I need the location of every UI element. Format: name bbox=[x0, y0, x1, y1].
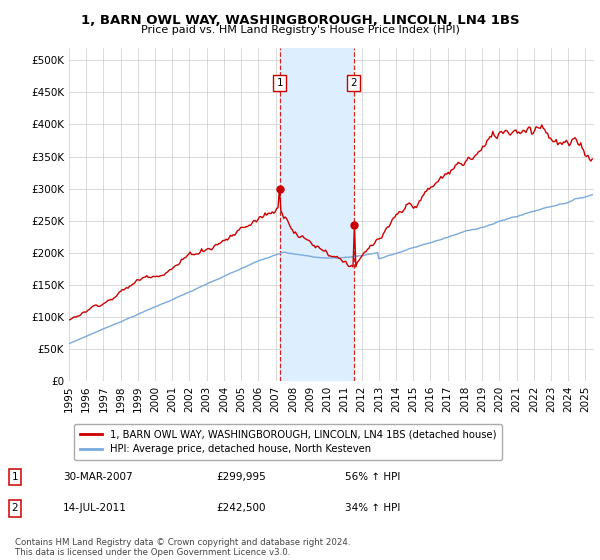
Text: 14-JUL-2011: 14-JUL-2011 bbox=[63, 503, 127, 514]
Text: 2: 2 bbox=[350, 78, 357, 87]
Text: 2: 2 bbox=[11, 503, 19, 514]
Text: Price paid vs. HM Land Registry's House Price Index (HPI): Price paid vs. HM Land Registry's House … bbox=[140, 25, 460, 35]
Text: 56% ↑ HPI: 56% ↑ HPI bbox=[345, 472, 400, 482]
Text: 1, BARN OWL WAY, WASHINGBOROUGH, LINCOLN, LN4 1BS: 1, BARN OWL WAY, WASHINGBOROUGH, LINCOLN… bbox=[80, 14, 520, 27]
Text: Contains HM Land Registry data © Crown copyright and database right 2024.
This d: Contains HM Land Registry data © Crown c… bbox=[15, 538, 350, 557]
Text: 34% ↑ HPI: 34% ↑ HPI bbox=[345, 503, 400, 514]
Text: 30-MAR-2007: 30-MAR-2007 bbox=[63, 472, 133, 482]
Legend: 1, BARN OWL WAY, WASHINGBOROUGH, LINCOLN, LN4 1BS (detached house), HPI: Average: 1, BARN OWL WAY, WASHINGBOROUGH, LINCOLN… bbox=[74, 424, 502, 460]
Text: 1: 1 bbox=[277, 78, 283, 87]
Bar bbox=[280, 48, 354, 381]
Text: 1: 1 bbox=[11, 472, 19, 482]
Text: £242,500: £242,500 bbox=[216, 503, 265, 514]
Text: £299,995: £299,995 bbox=[216, 472, 266, 482]
